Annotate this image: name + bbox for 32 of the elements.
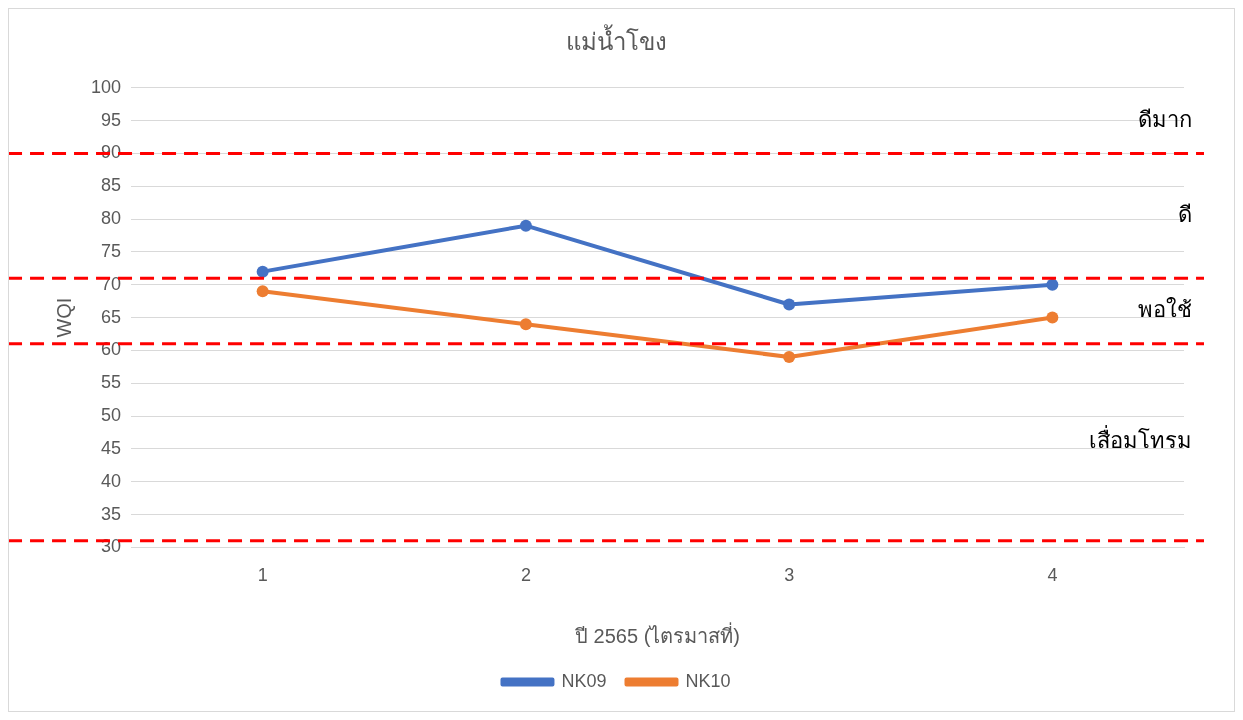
y-tick-label: 55 [101, 372, 122, 393]
y-axis-title: WQI [52, 297, 75, 338]
annotation: พอใช้ [1138, 297, 1192, 323]
legend-label: NK09 [561, 670, 607, 691]
x-tick-label: 1 [257, 565, 268, 586]
x-axis-title: ปี 2565 (ไตรมาสที่) [575, 621, 740, 647]
annotation: ดี [1178, 201, 1192, 227]
chart-title: แม่น้ำโขง [566, 24, 667, 56]
point [519, 219, 532, 232]
annotation: ดีมาก [1138, 106, 1192, 132]
x-tick-label: 3 [784, 565, 795, 586]
y-tick-label: 40 [101, 470, 122, 491]
y-tick-label: 45 [101, 437, 122, 458]
y-tick-label: 95 [101, 109, 122, 130]
point [519, 318, 532, 331]
point [256, 265, 269, 278]
y-tick-label: 100 [90, 76, 122, 97]
y-tick-label: 80 [101, 208, 122, 229]
y-tick-label: 75 [101, 240, 122, 261]
point [1046, 311, 1059, 324]
y-tick-label: 35 [101, 503, 122, 524]
y-tick-label: 50 [101, 405, 122, 426]
x-tick-label: 4 [1047, 565, 1058, 586]
x-tick-label: 2 [520, 565, 531, 586]
legend-label: NK10 [685, 670, 731, 691]
annotation: เสื่อมโทรม [1089, 425, 1192, 454]
y-tick-label: 85 [101, 175, 122, 196]
y-tick-label: 65 [101, 306, 122, 327]
point [256, 285, 269, 298]
point [783, 350, 796, 363]
point [1046, 278, 1059, 291]
point [783, 298, 796, 311]
